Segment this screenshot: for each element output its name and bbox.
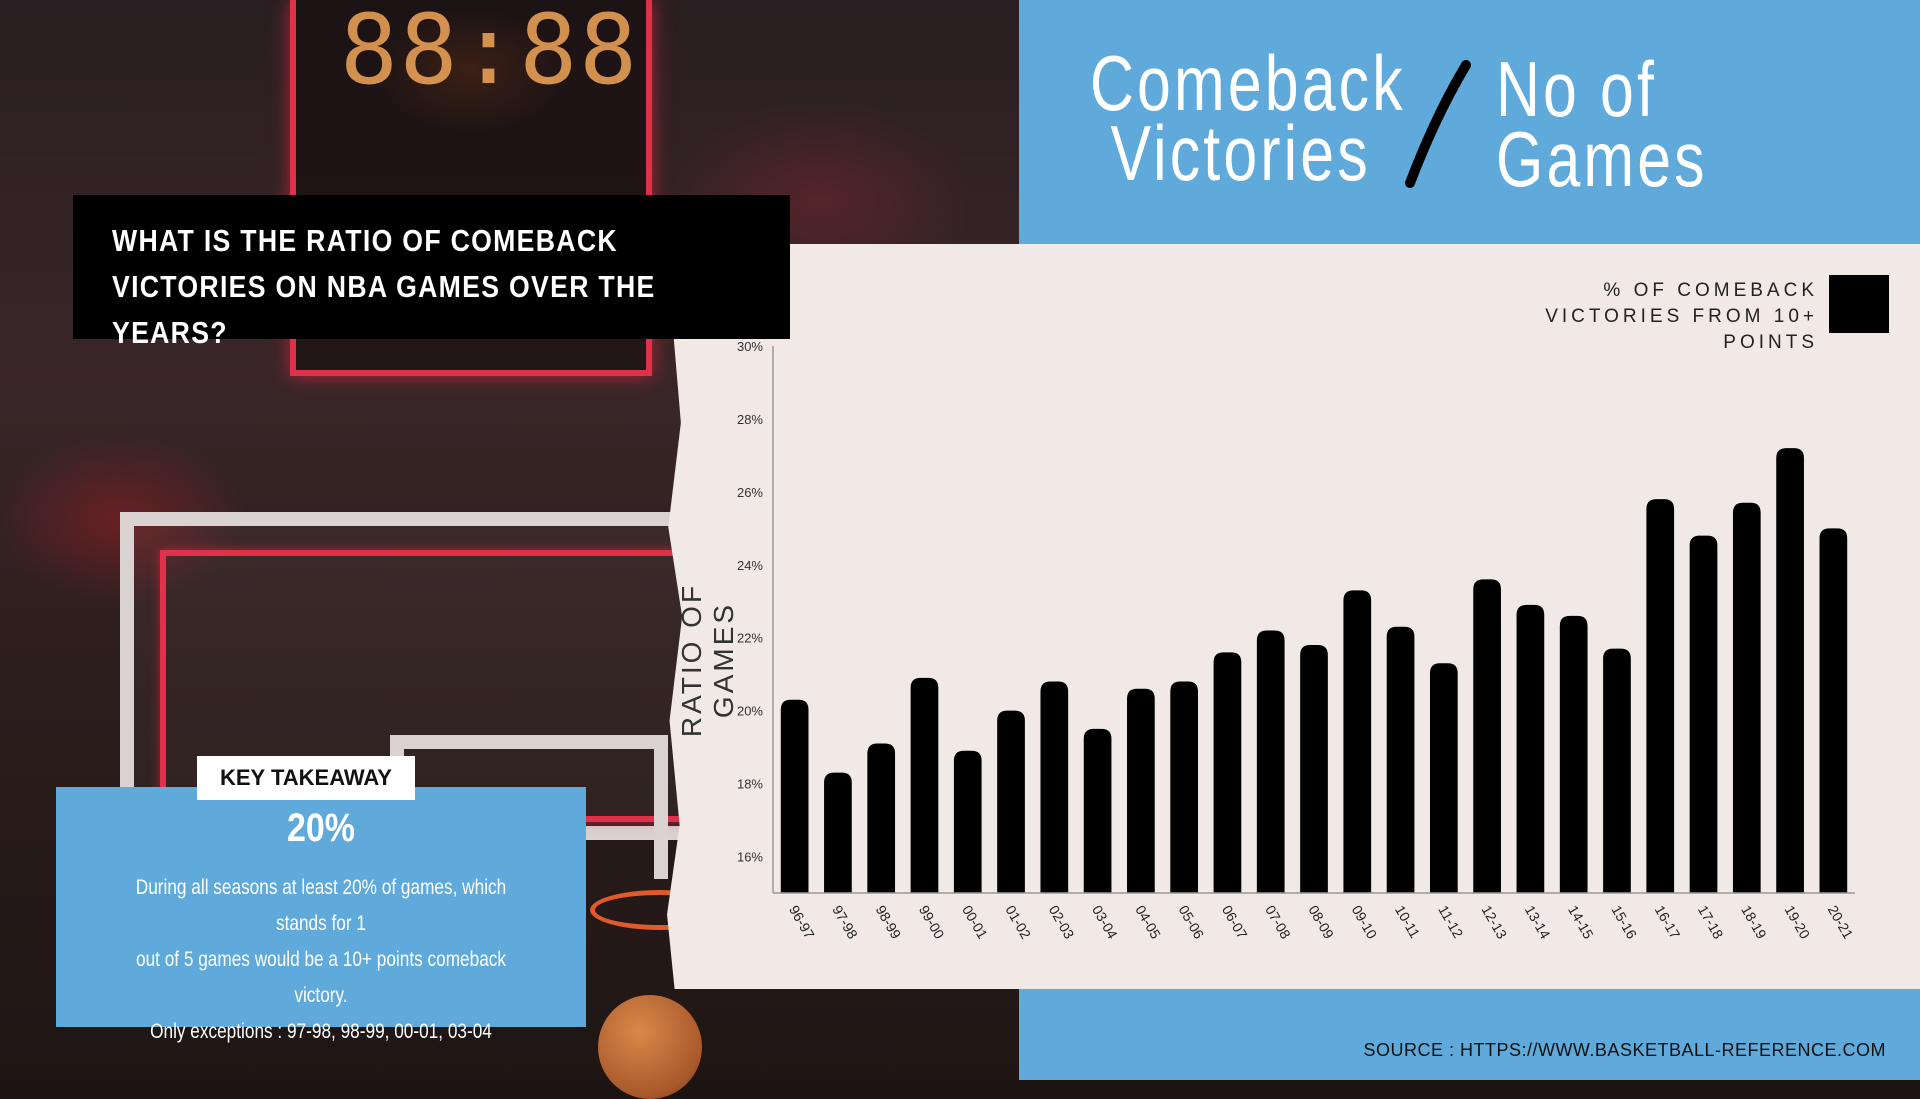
legend-label: % OF COMEBACK VICTORIES FROM 10+ POINTS [1545, 280, 1818, 353]
takeaway-line-2: out of 5 games would be a 10+ points com… [136, 948, 506, 1007]
header-panel [1019, 0, 1920, 245]
title-denominator-line1: No of [1496, 45, 1658, 133]
basketball [598, 995, 702, 1099]
footer-panel [1019, 988, 1920, 1080]
takeaway-value: 20% [286, 806, 356, 850]
question-text: WHAT IS THE RATIO OF COMEBACK VICTORIES … [112, 223, 656, 350]
takeaway-line-1: During all seasons at least 20% of games… [135, 876, 507, 935]
takeaway-description: During all seasons at least 20% of games… [70, 870, 572, 1050]
takeaway-line-3: Only exceptions : 97-98, 98-99, 00-01, 0… [150, 1020, 492, 1043]
y-axis-label: RATIO OF GAMES [676, 582, 739, 738]
source-credit: SOURCE : HTTPS://WWW.BASKETBALL-REFERENC… [1363, 1040, 1886, 1060]
takeaway-tab-label: KEY TAKEAWAY [197, 756, 415, 800]
fraction-slash-icon [1405, 60, 1471, 188]
title-numerator-line2: Victories [1110, 109, 1371, 197]
legend-swatch [1829, 275, 1889, 333]
shot-clock-digits-image: 88:88 [340, 0, 639, 106]
title-denominator: No of Games [1496, 45, 1753, 203]
title-numerator-line1: Comeback [1090, 39, 1406, 127]
title-numerator: Comeback Victories [1090, 39, 1406, 197]
title-denominator-line2: Games [1496, 115, 1708, 203]
question-box [73, 195, 790, 339]
takeaway-box [56, 787, 586, 1027]
